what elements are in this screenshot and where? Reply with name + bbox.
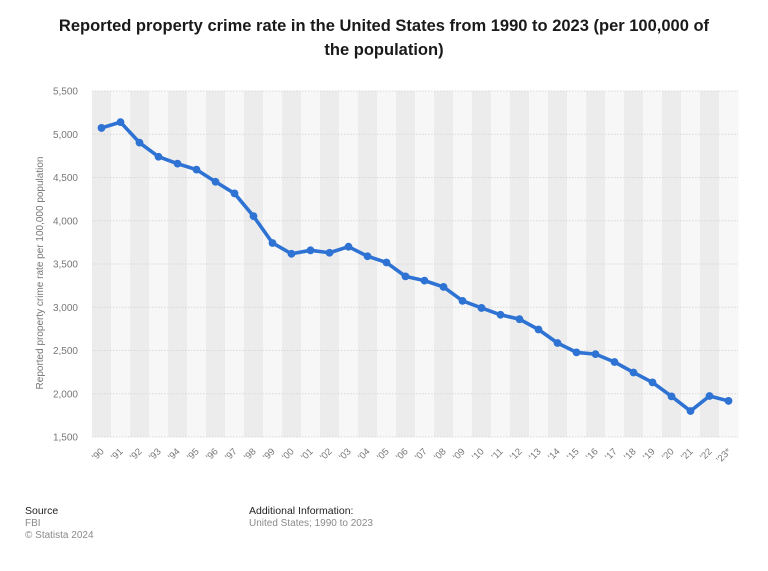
x-tick-label: '13 — [527, 446, 544, 463]
y-tick-label: 5,500 — [53, 87, 78, 98]
chart-title-line-2: the population) — [324, 41, 444, 59]
data-point[interactable] — [249, 212, 258, 221]
data-point[interactable] — [439, 283, 448, 291]
x-tick-label: '21 — [679, 446, 696, 463]
data-point[interactable] — [553, 339, 562, 347]
x-tick-label: '90 — [90, 446, 107, 463]
x-tick-label: '14 — [546, 446, 563, 463]
series-line — [99, 120, 731, 413]
chart-title: Reported property crime rate in the Unit… — [40, 14, 728, 62]
data-point[interactable] — [534, 325, 543, 334]
x-tick-label: '01 — [299, 446, 316, 463]
x-tick-label: '18 — [622, 446, 639, 463]
x-tick-label: '08 — [432, 446, 449, 463]
x-tick-label: '95 — [185, 446, 202, 463]
x-tick-label: '91 — [109, 446, 126, 463]
source-name: FBI — [25, 517, 41, 529]
y-tick-label: 4,000 — [53, 216, 78, 227]
data-point[interactable] — [363, 252, 372, 261]
data-point[interactable] — [648, 378, 657, 387]
x-tick-label: '20 — [660, 446, 677, 463]
x-tick-label: '96 — [204, 446, 221, 463]
chart-gridlines — [92, 90, 738, 438]
y-axis-tick-labels: 1,500 2,000 2,500 3,000 3,500 4,000 4,500 5,000… — [53, 87, 78, 444]
data-point[interactable] — [477, 304, 486, 312]
data-point[interactable] — [154, 152, 163, 161]
data-point[interactable] — [211, 177, 220, 186]
x-tick-label: '99 — [261, 446, 278, 463]
data-point[interactable] — [629, 368, 638, 377]
line-chart: 1,500 2,000 2,500 3,000 3,500 4,000 4,500 5,000… — [35, 87, 739, 465]
data-point[interactable] — [116, 118, 125, 127]
x-tick-label: '98 — [242, 446, 259, 463]
data-point[interactable] — [610, 358, 619, 366]
data-point[interactable] — [401, 272, 410, 281]
data-point[interactable] — [591, 350, 600, 359]
data-point[interactable] — [135, 138, 144, 147]
y-axis-label: Reported property crime rate per 100,000… — [35, 157, 46, 390]
y-tick-label: 3,500 — [53, 260, 78, 271]
data-point[interactable] — [173, 159, 182, 168]
x-tick-label: '04 — [356, 446, 373, 463]
x-tick-label: '16 — [584, 446, 601, 463]
data-point[interactable] — [515, 315, 524, 324]
data-point[interactable] — [458, 296, 467, 305]
x-tick-label: '19 — [641, 446, 658, 463]
chart-title-line-1: Reported property crime rate in the Unit… — [58, 17, 710, 35]
copyright-text: © Statista 2024 — [25, 530, 94, 541]
x-tick-label: '93 — [147, 446, 164, 463]
x-tick-label: '12 — [508, 446, 525, 463]
y-tick-label: 1,500 — [53, 433, 78, 444]
x-tick-label: '94 — [166, 446, 183, 463]
data-point[interactable] — [686, 407, 695, 415]
x-tick-label: '23* — [714, 446, 733, 465]
data-point[interactable] — [230, 189, 239, 198]
data-point[interactable] — [287, 249, 296, 258]
y-tick-label: 2,500 — [53, 346, 78, 357]
x-tick-label: '00 — [280, 446, 297, 463]
additional-info-heading: Additional Information: — [249, 505, 354, 517]
data-point[interactable] — [344, 242, 353, 251]
data-series — [97, 118, 733, 415]
y-tick-label: 2,000 — [53, 389, 78, 400]
x-tick-label: '22 — [698, 446, 715, 463]
x-axis-tick-labels: '90'91'92'93'94'95'96'97'98'99'00'01'02 '… — [90, 446, 734, 465]
data-point[interactable] — [97, 124, 106, 132]
y-tick-label: 3,000 — [53, 303, 78, 314]
source-block: Source FBI © Statista 2024 — [25, 505, 94, 543]
data-point[interactable] — [325, 248, 334, 257]
x-tick-label: '92 — [128, 446, 145, 463]
data-point[interactable] — [382, 258, 391, 267]
x-tick-label: '05 — [375, 446, 392, 463]
data-point[interactable] — [306, 246, 315, 255]
x-tick-label: '02 — [318, 446, 335, 463]
x-tick-label: '97 — [223, 446, 240, 463]
data-point[interactable] — [705, 392, 714, 400]
data-point[interactable] — [667, 392, 676, 401]
x-tick-label: '11 — [490, 446, 506, 462]
data-point[interactable] — [420, 276, 429, 285]
additional-info-block: Additional Information: United States; 1… — [249, 505, 373, 530]
x-tick-label: '09 — [451, 446, 468, 463]
data-point[interactable] — [724, 397, 733, 405]
data-point[interactable] — [192, 165, 201, 174]
y-tick-label: 4,500 — [53, 173, 78, 184]
x-tick-label: '10 — [470, 446, 487, 463]
source-heading: Source — [25, 505, 59, 517]
x-tick-label: '17 — [603, 446, 620, 463]
x-tick-label: '07 — [413, 446, 430, 463]
data-point[interactable] — [268, 239, 277, 247]
x-tick-label: '03 — [337, 446, 354, 463]
additional-info-text: United States; 1990 to 2023 — [249, 517, 373, 529]
x-tick-label: '06 — [394, 446, 411, 463]
data-point[interactable] — [496, 310, 505, 319]
y-tick-label: 5,000 — [53, 130, 78, 141]
data-point[interactable] — [572, 348, 581, 357]
x-tick-label: '15 — [565, 446, 582, 463]
